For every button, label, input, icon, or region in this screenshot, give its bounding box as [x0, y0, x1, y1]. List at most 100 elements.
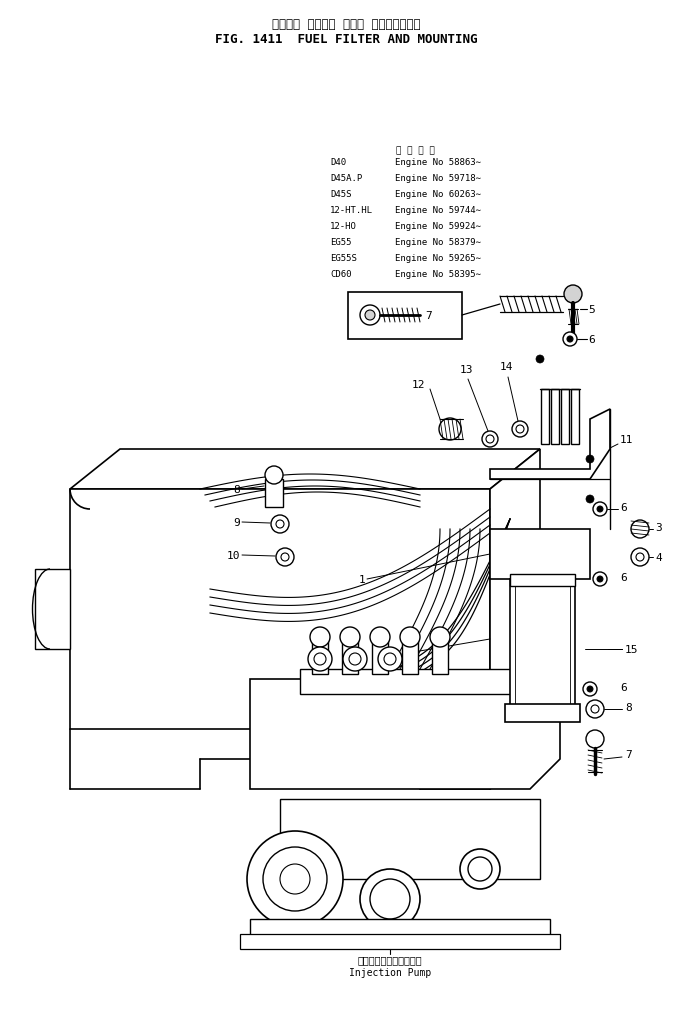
Text: 12: 12 [412, 380, 425, 389]
Circle shape [631, 521, 649, 538]
Bar [402, 639, 418, 675]
Circle shape [593, 573, 607, 586]
Circle shape [276, 548, 294, 567]
Text: Engine No 59718∼: Engine No 59718∼ [395, 174, 481, 182]
Text: 10: 10 [226, 550, 240, 560]
Circle shape [439, 419, 461, 440]
Circle shape [271, 516, 289, 534]
Circle shape [631, 548, 649, 567]
Circle shape [563, 332, 577, 346]
Circle shape [597, 577, 603, 583]
Polygon shape [35, 570, 70, 649]
Polygon shape [70, 489, 490, 730]
Circle shape [586, 495, 594, 503]
Text: 7: 7 [625, 749, 632, 759]
Circle shape [314, 653, 326, 665]
Text: D45S: D45S [330, 190, 352, 199]
Text: 15: 15 [625, 644, 639, 654]
Circle shape [583, 683, 597, 696]
Text: 6: 6 [620, 502, 627, 513]
Bar [342, 639, 358, 675]
Bar [312, 639, 328, 675]
Circle shape [482, 432, 498, 447]
Bar [432, 639, 448, 675]
Text: 11: 11 [620, 434, 633, 444]
Circle shape [384, 653, 396, 665]
Text: Injection Pump: Injection Pump [349, 967, 431, 977]
Circle shape [567, 336, 573, 342]
Bar [505, 704, 580, 722]
Circle shape [265, 467, 283, 484]
Circle shape [343, 647, 367, 672]
Bar [348, 292, 462, 339]
Circle shape [586, 455, 594, 464]
Circle shape [564, 285, 582, 304]
Text: Engine No 59265∼: Engine No 59265∼ [395, 254, 481, 263]
Text: 9: 9 [233, 518, 240, 528]
Bar [561, 389, 569, 444]
Bar [510, 580, 575, 709]
Circle shape [468, 857, 492, 881]
Circle shape [370, 879, 410, 919]
Text: インジェクションポンプ: インジェクションポンプ [358, 954, 422, 964]
Bar [265, 480, 283, 507]
Circle shape [370, 628, 390, 647]
Text: 1: 1 [358, 575, 365, 585]
Circle shape [360, 869, 420, 929]
Text: 6: 6 [620, 683, 627, 692]
Polygon shape [490, 530, 590, 580]
Bar [571, 389, 579, 444]
Polygon shape [490, 449, 540, 730]
Text: 3: 3 [655, 523, 662, 533]
Circle shape [460, 849, 500, 890]
Bar [250, 919, 550, 940]
Circle shape [365, 311, 375, 321]
Text: EG55S: EG55S [330, 254, 357, 263]
Bar [510, 575, 575, 586]
Circle shape [340, 628, 360, 647]
Text: Engine No 59924∼: Engine No 59924∼ [395, 222, 481, 230]
Text: 8: 8 [233, 484, 240, 494]
Text: FIG. 1411  FUEL FILTER AND MOUNTING: FIG. 1411 FUEL FILTER AND MOUNTING [215, 33, 477, 46]
Circle shape [349, 653, 361, 665]
Polygon shape [490, 410, 610, 480]
Circle shape [281, 553, 289, 561]
Circle shape [587, 687, 593, 692]
Circle shape [636, 553, 644, 561]
Text: Engine No 59744∼: Engine No 59744∼ [395, 206, 481, 215]
Circle shape [280, 864, 310, 894]
Text: Engine No 58395∼: Engine No 58395∼ [395, 270, 481, 279]
Text: D45A.P: D45A.P [330, 174, 362, 182]
Text: 2: 2 [393, 649, 400, 659]
Circle shape [597, 506, 603, 513]
Circle shape [430, 628, 450, 647]
Bar [541, 389, 549, 444]
Text: 13: 13 [460, 365, 473, 375]
Text: 12-HO: 12-HO [330, 222, 357, 230]
Text: 7: 7 [425, 311, 432, 321]
Circle shape [512, 422, 528, 437]
Circle shape [276, 521, 284, 529]
Bar [551, 389, 559, 444]
Text: D40: D40 [330, 158, 346, 167]
Text: フェエル  フィルタ  および  マウンティング: フェエル フィルタ および マウンティング [272, 18, 420, 31]
Bar [240, 934, 560, 949]
Text: EG55: EG55 [330, 237, 352, 247]
Text: 適  用  機  種: 適 用 機 種 [396, 146, 435, 155]
Circle shape [247, 832, 343, 927]
Circle shape [586, 731, 604, 748]
Bar [280, 799, 540, 879]
Bar [300, 669, 520, 694]
Circle shape [516, 426, 524, 433]
Text: 5: 5 [588, 305, 594, 315]
Circle shape [310, 628, 330, 647]
Text: CD60: CD60 [330, 270, 352, 279]
Bar [515, 585, 570, 704]
Circle shape [308, 647, 332, 672]
Polygon shape [70, 449, 540, 489]
Text: 6: 6 [588, 334, 594, 344]
Text: 6: 6 [620, 573, 627, 583]
Circle shape [586, 700, 604, 718]
Circle shape [486, 435, 494, 443]
Text: 12-HT.HL: 12-HT.HL [330, 206, 373, 215]
